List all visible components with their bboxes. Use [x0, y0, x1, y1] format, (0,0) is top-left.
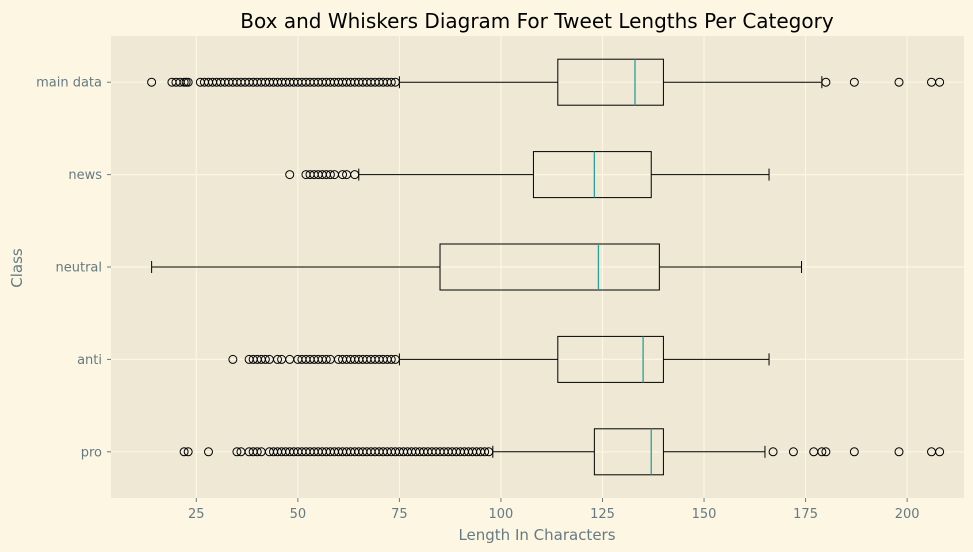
outlier-point	[935, 447, 945, 457]
outlier-point	[325, 170, 335, 180]
outlier-point	[386, 354, 396, 364]
outlier-point	[935, 77, 945, 87]
box-pro	[179, 428, 945, 476]
x-tick-label: 175	[793, 507, 818, 522]
x-tick-label: 50	[290, 507, 307, 522]
box-iqr	[593, 428, 664, 476]
outlier-point	[260, 354, 270, 364]
box-iqr	[439, 243, 660, 291]
x-tick-label: 25	[188, 507, 205, 522]
outlier-point	[179, 447, 189, 457]
x-tick-label: 75	[391, 507, 408, 522]
outlier-point	[285, 170, 295, 180]
box-iqr	[557, 58, 664, 106]
outlier-point	[390, 77, 400, 87]
box-iqr	[532, 151, 652, 199]
outlier-point	[894, 77, 904, 87]
outlier-point	[338, 170, 348, 180]
box-iqr	[557, 335, 664, 383]
outlier-point	[480, 447, 490, 457]
box-neutral	[151, 243, 803, 291]
box-main-data	[147, 58, 945, 106]
outlier-point	[821, 77, 831, 87]
outlier-point	[386, 77, 396, 87]
outlier-point	[894, 447, 904, 457]
outlier-point	[232, 447, 242, 457]
outlier-point	[390, 354, 400, 364]
outlier-point	[321, 354, 331, 364]
outlier-point	[183, 447, 193, 457]
axis-ticks: 25 50 75 100 125 150 175 200 main data news neutra…	[36, 76, 919, 522]
box-anti	[228, 335, 770, 383]
y-tick-label: main data	[36, 76, 102, 91]
y-axis-label: Class	[8, 248, 26, 288]
outlier-point	[203, 447, 213, 457]
outlier-point	[849, 447, 859, 457]
x-tick-label: 125	[590, 507, 615, 522]
y-tick-label: news	[68, 168, 102, 183]
outlier-point	[817, 447, 827, 457]
chart-title: Box and Whiskers Diagram For Tweet Lengt…	[240, 9, 834, 33]
y-tick-label: neutral	[56, 261, 103, 276]
x-tick-label: 100	[489, 507, 514, 522]
outlier-point	[228, 354, 238, 364]
outlier-point	[183, 77, 193, 87]
outlier-point	[768, 447, 778, 457]
outlier-point	[273, 354, 283, 364]
outlier-point	[147, 77, 157, 87]
y-tick-label: anti	[77, 353, 102, 368]
x-tick-label: 150	[692, 507, 717, 522]
x-tick-label: 200	[895, 507, 920, 522]
outlier-point	[788, 447, 798, 457]
outlier-point	[821, 447, 831, 457]
outlier-point	[849, 77, 859, 87]
box-plot-series	[147, 58, 945, 476]
outlier-point	[350, 170, 360, 180]
x-axis-label: Length In Characters	[458, 526, 615, 544]
outlier-point	[484, 447, 494, 457]
y-tick-label: pro	[81, 445, 102, 460]
outlier-point	[252, 447, 262, 457]
box-news	[285, 151, 770, 199]
